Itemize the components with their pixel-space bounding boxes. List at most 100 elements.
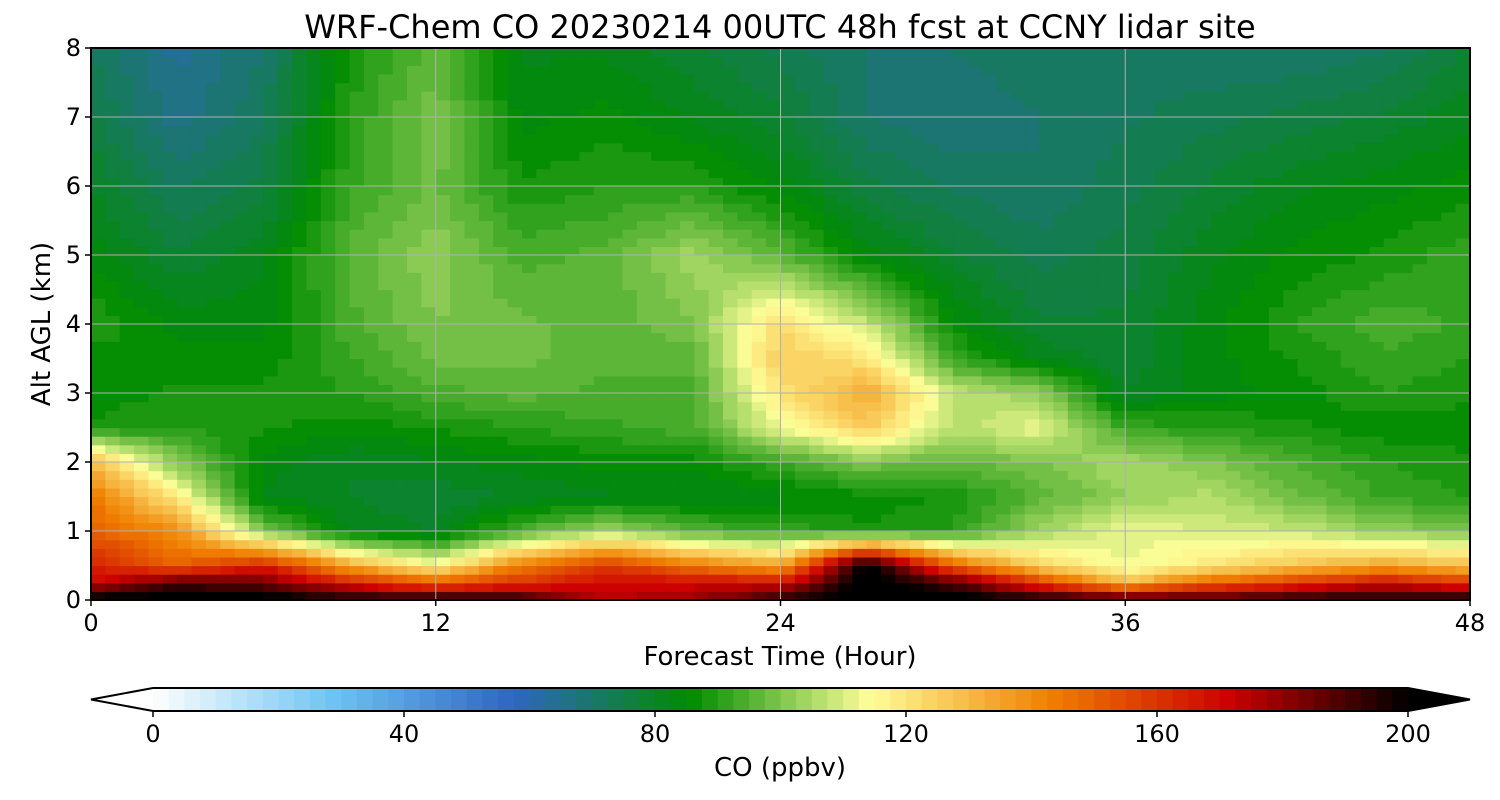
heatmap-cell [766, 496, 782, 506]
heatmap-cell [1139, 462, 1155, 472]
heatmap-cell [1426, 211, 1442, 222]
heatmap-cell [306, 186, 322, 196]
heatmap-cell [1024, 591, 1040, 601]
heatmap-cell [1398, 211, 1414, 222]
heatmap-cell [608, 194, 624, 204]
heatmap-cell [1355, 194, 1371, 204]
heatmap-cell [823, 375, 839, 385]
heatmap-cell [737, 186, 753, 196]
heatmap-cell [938, 255, 954, 265]
heatmap-cell [866, 444, 882, 454]
heatmap-cell [751, 358, 767, 368]
heatmap-cell [967, 211, 983, 222]
heatmap-cell [493, 229, 509, 239]
heatmap-cell [478, 349, 494, 360]
heatmap-cell [694, 298, 710, 308]
heatmap-cell [1053, 574, 1069, 584]
heatmap-cell [579, 574, 595, 584]
heatmap-cell [837, 367, 853, 377]
heatmap-cell [1297, 315, 1313, 325]
heatmap-cell [521, 272, 537, 282]
heatmap-cell [1010, 332, 1026, 342]
heatmap-cell [1067, 272, 1083, 282]
heatmap-cell [191, 565, 207, 575]
heatmap-cell [1225, 272, 1241, 282]
heatmap-cell [766, 522, 782, 532]
heatmap-cell [967, 574, 983, 584]
heatmap-cell [191, 479, 207, 489]
heatmap-cell [407, 531, 422, 541]
heatmap-cell [823, 401, 839, 411]
heatmap-cell [981, 177, 997, 187]
heatmap-cell [837, 418, 853, 429]
heatmap-cell [651, 298, 667, 308]
heatmap-cell [952, 539, 968, 549]
heatmap-cell [622, 229, 638, 239]
heatmap-cell [1096, 393, 1112, 403]
heatmap-cell [378, 591, 394, 601]
heatmap-cell [1110, 582, 1126, 592]
heatmap-cell [852, 582, 868, 592]
heatmap-cell [392, 160, 408, 170]
heatmap-cell [565, 427, 580, 437]
heatmap-cell [794, 255, 810, 265]
heatmap-cell [622, 574, 638, 584]
heatmap-cell [636, 453, 652, 463]
heatmap-cell [1240, 410, 1256, 420]
heatmap-cell [1153, 246, 1169, 256]
heatmap-cell [1039, 220, 1055, 230]
heatmap-cell [895, 194, 911, 204]
heatmap-cell [1153, 393, 1169, 403]
heatmap-cell [1168, 151, 1184, 161]
heatmap-cell [1455, 255, 1471, 265]
heatmap-cell [91, 531, 106, 541]
heatmap-cell [1024, 401, 1040, 411]
heatmap-cell [852, 574, 868, 584]
heatmap-cell [478, 220, 494, 230]
heatmap-cell [119, 513, 135, 523]
heatmap-cell [105, 298, 121, 308]
heatmap-cell [177, 203, 193, 213]
heatmap-cell [895, 177, 911, 187]
heatmap-cell [1254, 496, 1270, 506]
heatmap-cell [320, 298, 336, 308]
heatmap-cell [1024, 582, 1040, 592]
heatmap-cell [263, 246, 279, 256]
heatmap-cell [1268, 453, 1284, 463]
heatmap-cell [636, 548, 652, 558]
heatmap-cell [1455, 315, 1471, 325]
heatmap-cell [1254, 487, 1270, 498]
heatmap-cell [1082, 298, 1098, 308]
heatmap-cell [565, 470, 580, 480]
heatmap-cell [1153, 591, 1169, 601]
heatmap-cell [1125, 341, 1141, 351]
heatmap-cell [263, 332, 279, 342]
heatmap-cell [1125, 436, 1141, 446]
heatmap-cell [1398, 194, 1414, 204]
heatmap-cell [1024, 436, 1040, 446]
heatmap-cell [593, 384, 609, 394]
heatmap-cell [1240, 332, 1256, 342]
heatmap-cell [1211, 556, 1227, 567]
heatmap-cell [1355, 332, 1371, 342]
heatmap-cell [909, 289, 925, 299]
heatmap-cell [220, 505, 236, 515]
heatmap-cell [1110, 341, 1126, 351]
heatmap-cell [1311, 384, 1327, 394]
heatmap-cell [909, 401, 925, 411]
heatmap-cell [1455, 220, 1471, 230]
heatmap-cell [565, 531, 580, 541]
heatmap-cell [593, 315, 609, 325]
heatmap-cell [277, 522, 293, 532]
heatmap-cell [967, 194, 983, 204]
heatmap-cell [924, 427, 940, 437]
heatmap-cell [938, 436, 954, 446]
heatmap-cell [723, 539, 738, 549]
heatmap-cell [1067, 574, 1083, 584]
heatmap-cell [363, 436, 379, 446]
heatmap-cell [636, 263, 652, 273]
heatmap-cell [1254, 436, 1270, 446]
heatmap-cell [378, 246, 394, 256]
heatmap-cell [134, 539, 150, 549]
heatmap-cell [794, 177, 810, 187]
